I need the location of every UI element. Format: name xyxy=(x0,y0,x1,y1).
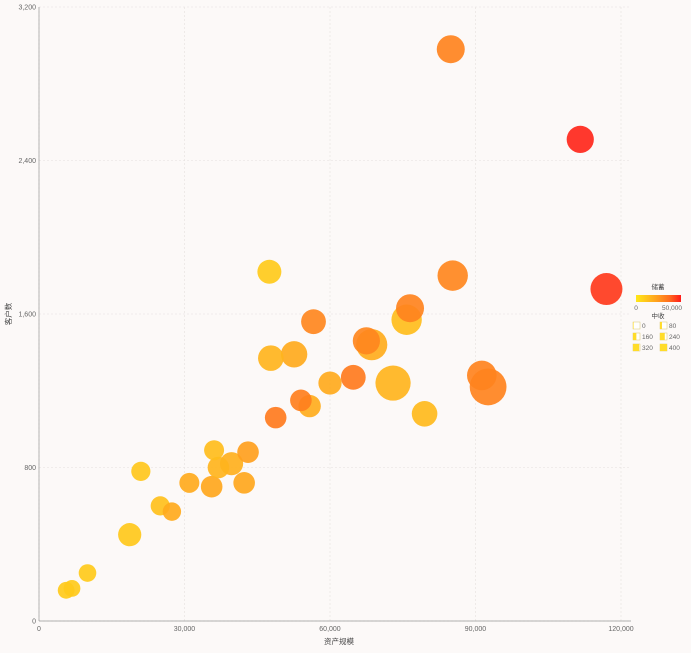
bubble xyxy=(437,260,468,291)
size-legend-item: 80 xyxy=(659,321,677,330)
size-legend-label: 400 xyxy=(669,345,680,352)
bubble xyxy=(566,125,594,153)
color-legend-max: 50,000 xyxy=(662,305,682,312)
size-legend-fill xyxy=(660,333,665,340)
size-legend-item: 160 xyxy=(632,332,653,341)
bubble xyxy=(375,365,411,401)
bubble xyxy=(207,456,230,479)
bubble xyxy=(118,523,142,547)
bubble xyxy=(340,364,366,390)
y-tick-labels: 0 800 1,600 2,400 3,200 xyxy=(18,5,36,626)
y-tick-label: 2,400 xyxy=(18,158,36,165)
size-legend-fill xyxy=(660,322,662,329)
size-legend-item: 0 xyxy=(632,321,646,330)
size-legend-item: 240 xyxy=(659,332,680,341)
x-tick-label: 90,000 xyxy=(465,626,487,633)
size-legend-label: 320 xyxy=(642,345,653,352)
bubble xyxy=(162,502,182,521)
x-tick-label: 60,000 xyxy=(319,626,341,633)
y-tick-label: 3,200 xyxy=(18,5,36,12)
bubble xyxy=(290,389,312,412)
size-legend-item: 320 xyxy=(632,343,653,352)
size-legend-label: 0 xyxy=(642,323,646,330)
bubble xyxy=(179,472,200,493)
y-tick-label: 1,600 xyxy=(18,312,36,319)
bubble xyxy=(352,327,380,355)
size-legend-items: 0 80 160 240 320 400 xyxy=(632,321,680,352)
bubble xyxy=(257,259,282,284)
size-legend-item: 400 xyxy=(659,343,680,352)
bubble xyxy=(436,35,465,64)
bubble xyxy=(233,472,255,494)
size-legend-title: 中收 xyxy=(652,311,666,320)
bubbles xyxy=(57,35,623,599)
size-legend-fill xyxy=(660,344,667,351)
bubble xyxy=(467,360,497,391)
y-tick-label: 0 xyxy=(32,619,36,626)
bubble xyxy=(264,406,287,429)
size-legend-label: 80 xyxy=(669,323,677,330)
bubble xyxy=(63,579,81,597)
bubble xyxy=(590,273,623,306)
size-legend-label: 240 xyxy=(669,334,680,341)
bubble xyxy=(237,441,259,463)
bubble xyxy=(200,475,223,498)
bubble xyxy=(411,400,438,427)
size-legend-box xyxy=(632,321,641,330)
x-tick-labels: 0 30,000 60,000 90,000 120,000 xyxy=(37,626,634,633)
y-tick-label: 800 xyxy=(24,465,36,472)
bubble xyxy=(318,371,342,395)
size-legend-fill xyxy=(633,344,640,351)
color-legend-min: 0 xyxy=(634,305,638,312)
color-legend-title: 储蓄 xyxy=(652,282,666,291)
x-tick-label: 30,000 xyxy=(174,626,196,633)
x-tick-label: 120,000 xyxy=(608,626,633,633)
y-axis-title: 客户数 xyxy=(3,302,13,325)
bubble xyxy=(396,294,425,323)
x-axis-title: 资产规模 xyxy=(324,636,354,646)
bubble xyxy=(258,345,284,371)
color-legend-gradient xyxy=(636,295,681,302)
bubble xyxy=(280,341,308,368)
size-legend-fill xyxy=(633,322,634,329)
bubble xyxy=(301,309,326,335)
x-tick-label: 0 xyxy=(37,626,41,633)
bubble xyxy=(78,564,97,582)
bubble xyxy=(204,440,225,461)
bubble xyxy=(131,461,151,481)
size-legend-fill xyxy=(633,333,637,340)
legend: 储蓄 0 50,000 中收 0 80 160 240 320 400 xyxy=(632,282,682,352)
size-legend-label: 160 xyxy=(642,334,653,341)
axes xyxy=(38,7,631,622)
